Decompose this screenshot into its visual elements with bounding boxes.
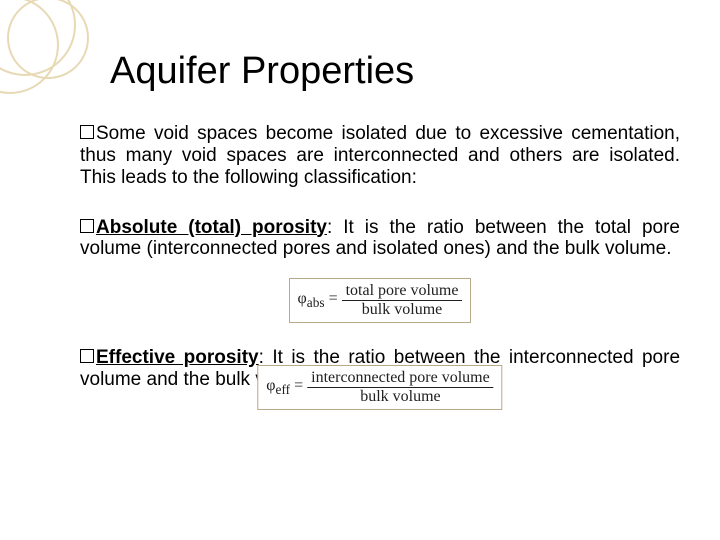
formula-absolute-wrap: φabs = total pore volume bulk volume xyxy=(80,278,680,323)
bullet-icon xyxy=(80,125,94,139)
bullet-icon xyxy=(80,219,94,233)
para1-rest: void spaces become isolated due to exces… xyxy=(80,123,680,188)
paragraph-intro: Some void spaces become isolated due to … xyxy=(80,123,680,189)
bullet-icon xyxy=(80,349,94,363)
formula-absolute: φabs = total pore volume bulk volume xyxy=(289,278,472,323)
slide-content: Aquifer Properties Some void spaces beco… xyxy=(80,50,680,419)
formula2-lhs: φeff = xyxy=(266,378,303,397)
para3-lead: Effective porosity xyxy=(96,347,259,368)
slide-title: Aquifer Properties xyxy=(110,50,680,93)
formula1-lhs: φabs = xyxy=(298,291,338,310)
para1-lead: Some xyxy=(96,123,146,144)
paragraph-effective: Effective porosity: It is the ratio betw… xyxy=(80,347,680,391)
formula-effective: φeff = interconnected pore volume bulk v… xyxy=(257,365,502,410)
formula1-frac: total pore volume bulk volume xyxy=(342,283,463,318)
paragraph-absolute: Absolute (total) porosity: It is the rat… xyxy=(80,217,680,261)
para2-lead: Absolute (total) porosity xyxy=(96,217,327,238)
formula2-frac: interconnected pore volume bulk volume xyxy=(307,370,494,405)
